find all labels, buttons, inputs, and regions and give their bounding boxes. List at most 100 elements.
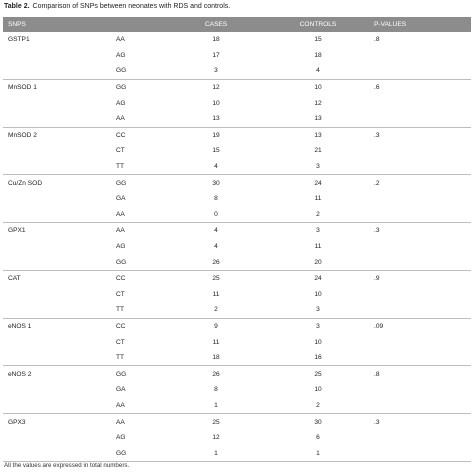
genotype-cell: GG [116,445,166,463]
header-cell: P-VALUES [370,17,471,32]
controls-cell: 20 [266,254,370,271]
cases-cell: 18 [212,36,220,44]
genotype-cell: CC [116,131,126,139]
cases-cell: 15 [212,147,220,155]
genotype-cell: AG [116,51,126,59]
table-row: MnSOD 1 GG 12 10 .6 [3,79,471,95]
controls-cell: 13 [314,131,322,139]
controls-cell: 3 [266,302,370,319]
snp-cell: GPX1 [8,227,26,235]
cases-cell: 11 [212,290,220,298]
snp-table: SNPS CASES CONTROLS P-VALUES GSTP1 AA 18 15… [3,17,471,463]
cases-cell: 0 [166,206,266,224]
table-row: eNOS 2 GG 26 25 .8 [3,366,471,382]
snp-cell [3,48,116,64]
snp-cell [3,110,116,128]
cases-cell: 13 [166,110,266,128]
controls-cell: 1 [266,445,370,463]
cases-cell: 19 [212,131,220,139]
genotype-cell: CC [116,322,126,330]
cases-cell: 17 [212,51,220,59]
controls-cell: 4 [266,63,370,80]
genotype-cell: CT [116,147,125,155]
cases-cell: 11 [212,338,220,346]
genotype-cell: AA [116,36,125,44]
p-value-cell [370,445,471,463]
table-row: TT 4 3 [3,158,471,176]
snp-cell: eNOS 2 [8,370,32,378]
snp-cell: CAT [8,275,21,283]
genotype-cell: TT [116,349,166,367]
p-value-cell: .8 [374,370,380,378]
table-row: AG 4 11 [3,239,471,255]
table-row: TT 18 16 [3,349,471,367]
p-value-cell [370,287,471,303]
snp-cell [3,287,116,303]
snp-cell [3,95,116,111]
genotype-cell: AG [116,243,126,251]
table-title: Table 2. Comparison of SNPs between neona… [4,3,230,10]
snp-cell [3,445,116,463]
table-row: CAT CC 25 24 .9 [3,270,471,286]
p-value-cell [370,63,471,80]
header-cell [116,17,166,32]
table-row: MnSOD 2 CC 19 13 .3 [3,127,471,143]
cases-cell: 4 [214,227,218,235]
cases-cell: 12 [212,434,220,442]
p-value-cell: .2 [374,179,380,187]
p-value-cell: .3 [374,131,380,139]
cases-cell: 4 [166,158,266,176]
footnote: All the values are expressed in total nu… [4,462,130,469]
controls-cell: 30 [314,418,322,426]
controls-cell: 18 [314,51,322,59]
table-row: CT 11 10 [3,287,471,303]
cases-cell: 8 [214,386,218,394]
snp-cell: eNOS 1 [8,322,32,330]
snp-cell [3,349,116,367]
snp-cell [3,254,116,271]
snp-cell: MnSOD 2 [8,131,37,139]
snp-cell: MnSOD 1 [8,84,37,92]
table-row: CT 11 10 [3,334,471,350]
p-value-cell [370,48,471,64]
genotype-cell: AG [116,99,126,107]
snp-cell [3,382,116,398]
p-value-cell [370,110,471,128]
table-row: eNOS 1 CC 9 3 .09 [3,318,471,334]
table-body: GSTP1 AA 18 15.8 AG 17 18 GG 3 4 MnSOD 1 GG 12 10.6 AG… [3,32,471,463]
controls-cell: 10 [314,84,322,92]
snp-cell [3,143,116,159]
table-caption: Comparison of SNPs between neonates with… [32,3,231,10]
genotype-cell: GA [116,195,126,203]
snp-cell [3,191,116,207]
controls-cell: 12 [314,99,322,107]
header-row: SNPS CASES CONTROLS P-VALUES [3,17,471,32]
snp-cell [3,302,116,319]
cases-cell: 1 [166,397,266,415]
cases-cell: 3 [166,63,266,80]
p-value-cell [370,302,471,319]
genotype-cell: TT [116,158,166,176]
table-row: AA 1 2 [3,397,471,415]
table-row: AG 12 6 [3,430,471,446]
cases-cell: 1 [166,445,266,463]
table-row: GG 1 1 [3,445,471,463]
p-value-cell [370,254,471,271]
controls-cell: 11 [314,243,322,251]
snp-cell [3,63,116,80]
snp-cell [3,239,116,255]
table-row: CT 15 21 [3,143,471,159]
controls-cell: 10 [314,386,322,394]
cases-cell: 8 [214,195,218,203]
genotype-cell: AA [116,206,166,224]
table-row: GPX1 AA 4 3 .3 [3,223,471,239]
table-row: GPX3 AA 25 30 .3 [3,414,471,430]
table-row: GG 26 20 [3,254,471,271]
cases-cell: 25 [212,418,220,426]
controls-cell: 13 [266,110,370,128]
table-row: GG 3 4 [3,63,471,80]
p-value-cell: .8 [374,36,380,44]
genotype-cell: GG [116,179,127,187]
controls-cell: 10 [314,338,322,346]
controls-cell: 16 [266,349,370,367]
